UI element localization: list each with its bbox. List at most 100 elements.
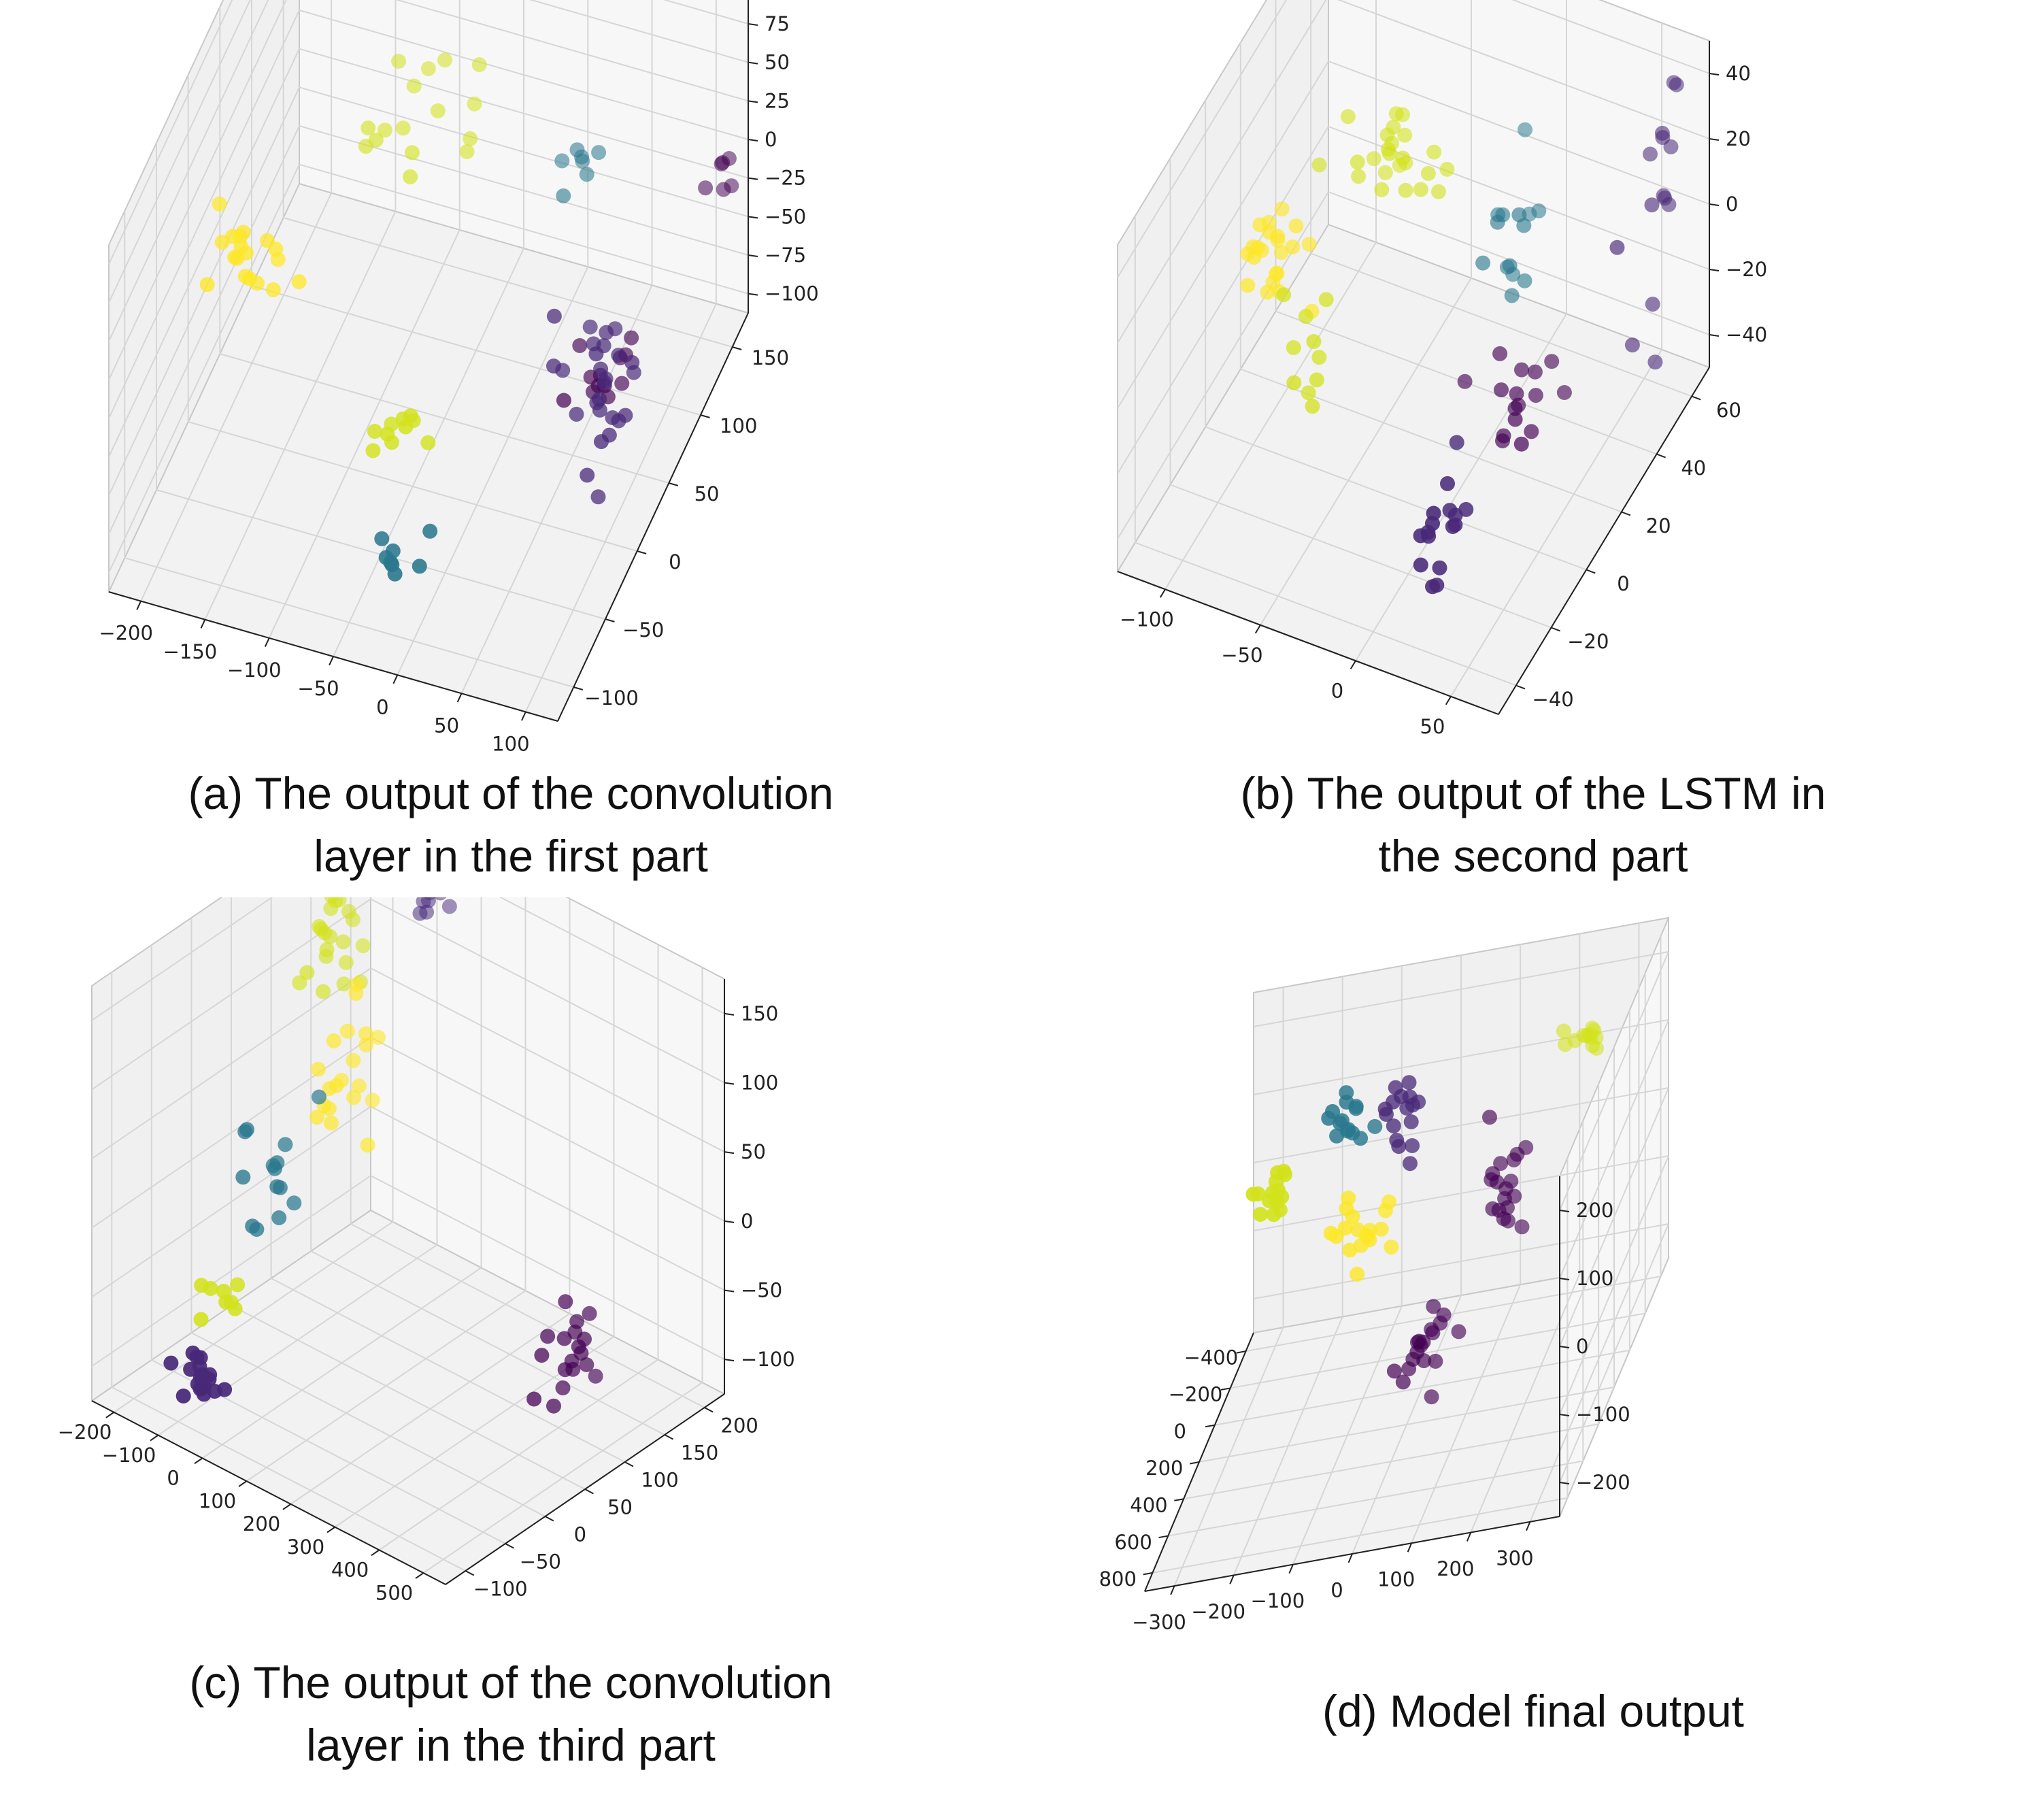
y-tick-mark [1347, 1553, 1353, 1563]
y-tick-mark [1515, 684, 1526, 690]
scatter-point [1311, 350, 1327, 365]
scatter-point [593, 361, 609, 377]
y-tick-mark [1170, 1585, 1175, 1595]
scatter-point [1511, 207, 1527, 222]
scatter-point [597, 375, 612, 391]
grid-line [1205, 426, 1587, 571]
y-tick-label: 300 [1496, 1546, 1533, 1569]
scatter-point [1482, 1110, 1497, 1125]
scatter-point [380, 427, 395, 442]
grid-line [1117, 0, 1327, 344]
scatter-point [312, 918, 327, 934]
scatter-point [1524, 424, 1539, 439]
scatter-point [1647, 354, 1663, 370]
caption-c-line-1: (c) The output of the convolution [189, 1657, 833, 1708]
scatter-point [1413, 557, 1428, 573]
scatter-point [1367, 1118, 1383, 1134]
scatter-point [1509, 1146, 1525, 1162]
grid-line [108, 0, 269, 342]
y-axis-line [557, 312, 749, 722]
scatter-point [1311, 157, 1327, 173]
panel-a: −200−150−100−50050100−100−50050100150100… [0, 0, 1022, 897]
x-tick-mark [136, 601, 142, 610]
scatter-point [412, 906, 428, 921]
scatter-point [1484, 1172, 1499, 1187]
z-tick-label: 0 [741, 1210, 753, 1233]
grid-line [108, 0, 287, 380]
scatter-point [1430, 184, 1446, 199]
y-tick-mark [465, 1570, 475, 1576]
scatter-point [1334, 1113, 1350, 1129]
scatter-point [467, 96, 482, 112]
grid-line [1135, 542, 1517, 686]
scatter-point [216, 1284, 231, 1299]
scatter-point [1661, 197, 1677, 212]
scatter-point [1654, 125, 1670, 141]
scatter-point [338, 954, 354, 970]
scatter-point [540, 1329, 556, 1344]
x-tick-label: 500 [375, 1581, 413, 1604]
scatter-point [1377, 165, 1393, 180]
z-tick-mark [724, 1220, 735, 1223]
x-tick-mark [1220, 1387, 1230, 1391]
grid-line [1117, 0, 1288, 278]
scatter-point [1517, 273, 1532, 288]
x-tick-mark [371, 1549, 380, 1557]
scatter-point [437, 52, 452, 68]
scatter-point [199, 277, 215, 293]
scatter-point [1426, 505, 1441, 521]
y-tick-label: 50 [607, 1496, 633, 1519]
scatter-point [1485, 1201, 1501, 1216]
scatter-point [1386, 1118, 1401, 1133]
scatter-point [374, 531, 390, 546]
z-tick-label: 150 [741, 1002, 778, 1025]
scatter-point [341, 903, 356, 919]
scatter-point [1240, 278, 1256, 293]
grid-line [231, 1305, 586, 1490]
scatter-point [1556, 385, 1572, 400]
panel-d: −400 −200 0 200 400 600 800 −300 −200 −100 0 100 200… [1022, 897, 2044, 1794]
grid-line [370, 1036, 725, 1222]
y-tick-mark [704, 1407, 714, 1413]
scatter-point [1514, 362, 1529, 378]
z-tick-mark [1559, 1414, 1570, 1416]
scatter-point [618, 408, 633, 423]
grid-line [1292, 1306, 1403, 1565]
scatter-point [1426, 1299, 1441, 1314]
scatter-point [588, 1368, 603, 1384]
y-tick-label: −300 [1132, 1611, 1186, 1634]
grid-line [1253, 951, 1669, 1027]
z-tick-mark [724, 1289, 735, 1293]
grid-line [1559, 1087, 1669, 1347]
scatter-point [1609, 239, 1625, 255]
x-tick-label: −50 [1221, 644, 1262, 667]
scatter-point [1475, 255, 1491, 271]
x-tick-label: 50 [434, 714, 459, 737]
grid-line [1411, 1284, 1522, 1544]
z-tick-label: −100 [1576, 1403, 1630, 1426]
scatter-point [471, 57, 487, 72]
scatter-point [233, 239, 249, 254]
scatter-point [1366, 151, 1381, 167]
scatter-point [1457, 373, 1473, 389]
scatter-point [268, 242, 284, 257]
scatter-point [1401, 1361, 1417, 1377]
grid-line [108, 86, 300, 496]
scatter-point [556, 1331, 572, 1346]
scatter-point [1350, 1266, 1365, 1282]
chart-a: −200−150−100−50050100−100−50050100150100… [99, 0, 819, 756]
z-tick-mark [724, 1082, 735, 1085]
scatter-point [1403, 1114, 1419, 1129]
z-tick-label: 50 [741, 1140, 766, 1163]
scatter-point [1428, 1353, 1443, 1369]
y-tick-label: −100 [473, 1578, 528, 1601]
y-tick-mark [669, 482, 679, 486]
grid-line [1117, 61, 1329, 409]
scatter-point [420, 61, 436, 76]
z-tick-label: 50 [765, 51, 790, 74]
scatter-point [310, 1061, 326, 1077]
scatter-point [323, 1115, 339, 1131]
grid-line [299, 163, 749, 295]
y-tick-label: 100 [641, 1469, 678, 1492]
grid-line [1233, 1316, 1343, 1576]
